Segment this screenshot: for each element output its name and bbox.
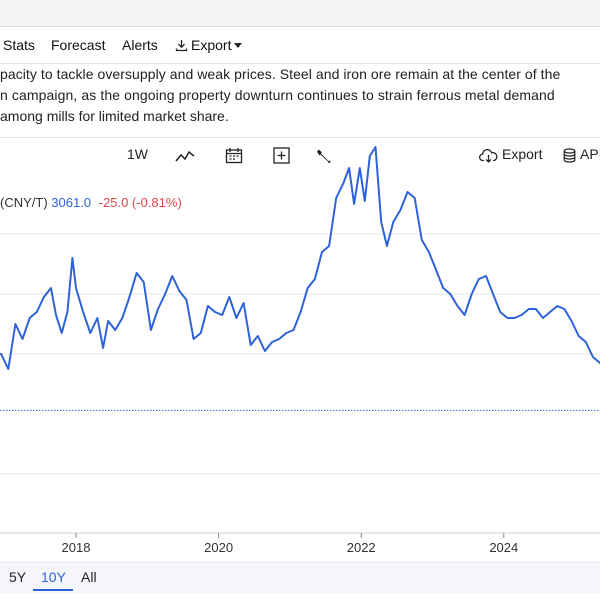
chart-export-button[interactable]: Export [479,146,542,163]
api-label: API [580,146,600,162]
nav-alerts[interactable]: Alerts [122,37,158,53]
description-line: n campaign, as the ongoing property down… [0,87,555,103]
description-line: among mills for limited market share. [0,108,229,124]
nav-stats[interactable]: Stats [3,37,35,53]
top-strip [0,0,600,27]
range-bar: 5Y 10Y All [0,562,600,593]
legend-change: -25.0 (-0.81%) [98,195,182,210]
top-nav: Stats Forecast Alerts Export [0,27,600,64]
nav-export-label: Export [191,37,232,53]
chart-export-label: Export [502,146,543,162]
x-axis-tick-label: 2022 [347,540,376,555]
x-axis-tick-label: 2024 [489,540,518,555]
description-line: pacity to tackle oversupply and weak pri… [0,66,561,82]
legend-price: 3061.0 [51,195,92,210]
api-button[interactable]: API [563,146,600,163]
caret-down-icon [234,43,243,48]
active-range-indicator [33,589,73,591]
add-indicator-icon[interactable] [273,147,290,164]
download-icon [175,40,188,52]
x-axis-tick-label: 2020 [204,540,233,555]
range-5y-button[interactable]: 5Y [9,569,27,585]
legend-name: (CNY/T) [0,195,48,210]
range-all-button[interactable]: All [81,569,97,585]
range-10y-button[interactable]: 10Y [41,569,66,585]
cloud-download-icon [479,148,498,163]
x-axis-tick-label: 2018 [62,540,91,555]
line-chart-icon[interactable] [175,148,195,164]
nav-export-dropdown[interactable]: Export [175,37,243,53]
price-series-line [0,146,600,370]
interval-selector[interactable]: 1W [127,146,148,162]
price-chart[interactable]: 2018 2020 2022 2024 [0,0,600,562]
chart-panel: 1W Export API (CNY/T) 3061.0 -25.0 (-0.8… [0,137,600,568]
database-icon [563,148,576,163]
wrench-icon[interactable] [315,148,332,165]
nav-forecast[interactable]: Forecast [51,37,106,53]
chart-legend: (CNY/T) 3061.0 -25.0 (-0.81%) [0,195,182,210]
calendar-icon[interactable] [225,147,243,164]
